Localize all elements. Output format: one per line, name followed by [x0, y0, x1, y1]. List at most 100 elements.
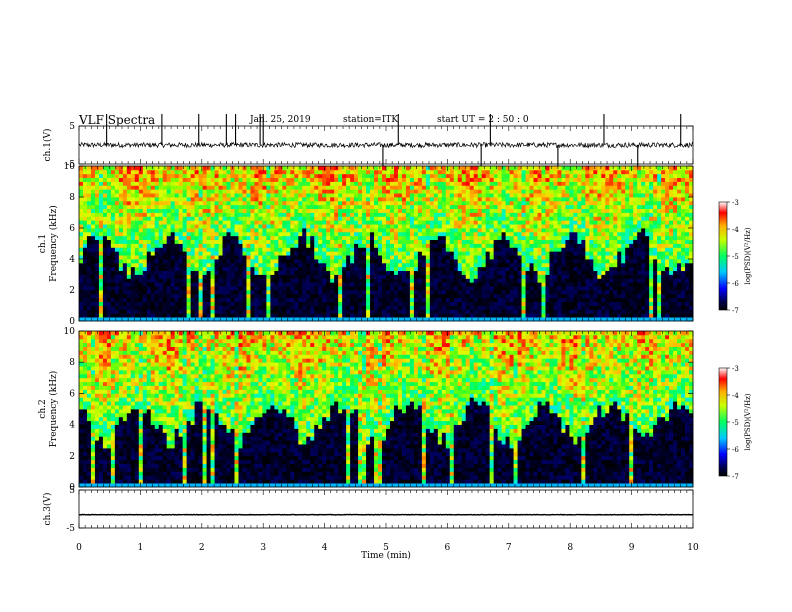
- spectrogram-cell: [541, 293, 546, 299]
- spectrogram-cell: [194, 274, 200, 279]
- spectrogram-cell: [318, 228, 323, 233]
- spectrogram-cell: [445, 228, 451, 233]
- spectrogram-cell: [182, 181, 188, 186]
- spectrogram-cell: [461, 305, 467, 310]
- spectrogram-cell: [501, 193, 507, 198]
- spectrogram-cell: [298, 216, 303, 221]
- spectrogram-cell: [214, 189, 219, 194]
- spectrogram-cell: [306, 247, 311, 252]
- spectrogram-cell: [465, 293, 471, 299]
- spectrogram-cell: [509, 235, 514, 241]
- spectrogram-cell: [521, 228, 526, 233]
- spectrogram-cell: [461, 208, 467, 213]
- spectrogram-cell: [318, 204, 323, 210]
- spectrogram-cell: [525, 228, 530, 233]
- spectrogram-cell: [545, 208, 550, 213]
- spectrogram-cell: [441, 189, 447, 194]
- spectrogram-cell: [270, 270, 275, 275]
- spectrogram-cell: [405, 169, 411, 175]
- spectrogram-cell: [425, 169, 431, 175]
- spectrogram-cell: [425, 189, 431, 194]
- spectrogram-cell: [134, 270, 140, 275]
- spectrogram-cell: [330, 228, 335, 233]
- spectrogram-cell: [166, 243, 172, 248]
- spectrogram-cell: [298, 197, 303, 202]
- spectrogram-cell: [202, 220, 207, 225]
- spectrogram-cell: [397, 317, 403, 322]
- spectrogram-cell: [190, 262, 196, 268]
- spectrogram-cell: [477, 228, 483, 233]
- spectrogram-cell: [306, 224, 311, 229]
- spectrogram-cell: [222, 262, 227, 268]
- spectrogram-cell: [326, 278, 331, 283]
- spectrogram-cell: [234, 297, 239, 303]
- spectrogram-cell: [118, 286, 124, 291]
- spectrogram-cell: [134, 231, 140, 237]
- spectrogram-cell: [405, 166, 411, 171]
- spectrogram-cell: [266, 185, 271, 190]
- spectrogram-cell: [477, 297, 483, 303]
- spectrogram-cell: [310, 293, 315, 299]
- spectrogram-cell: [386, 243, 391, 248]
- spectrogram-cell: [346, 169, 351, 175]
- spectrogram-cell: [166, 301, 172, 306]
- spectrogram-cell: [110, 313, 116, 318]
- spectrogram-cell: [405, 286, 411, 291]
- spectrogram-cell: [429, 313, 435, 318]
- spectrogram-cell: [405, 278, 411, 283]
- spectrogram-cell: [194, 181, 200, 186]
- spectrogram-cell: [258, 204, 263, 210]
- spectrogram-cell: [142, 216, 148, 221]
- spectrogram-cell: [202, 301, 207, 306]
- spectrogram-cell: [270, 255, 275, 260]
- spectrogram-cell: [453, 197, 459, 202]
- spectrogram-cell: [457, 197, 463, 202]
- spectrogram-cell: [146, 266, 152, 272]
- spectrogram-cell: [102, 266, 108, 272]
- spectrogram-cell: [202, 309, 207, 314]
- spectrogram-cell: [334, 301, 339, 306]
- waveform-line: [78, 141, 694, 149]
- spectrogram-cell: [90, 197, 96, 202]
- spectrogram-cell: [266, 193, 271, 198]
- spectrogram-cell: [358, 290, 363, 295]
- spectrogram-cell: [242, 297, 247, 303]
- spectrogram-cell: [90, 290, 96, 295]
- spectrogram-cell: [389, 208, 395, 213]
- spectrogram-cell: [302, 290, 307, 295]
- spectrogram-cell: [533, 305, 538, 310]
- spectrogram-cell: [174, 231, 180, 237]
- spectrogram-cell: [158, 278, 164, 283]
- spectrogram-cell: [294, 278, 299, 283]
- spectrogram-cell: [485, 247, 491, 252]
- spectrogram-cell: [258, 247, 263, 252]
- spectrogram-cell: [318, 193, 323, 198]
- spectrogram-cell: [254, 243, 259, 248]
- spectrogram-cell: [533, 228, 538, 233]
- spectrogram-cell: [166, 177, 172, 182]
- spectrogram-cell: [541, 231, 546, 237]
- spectrogram-cell: [282, 243, 287, 248]
- spectrogram-cell: [485, 212, 491, 217]
- spectrogram-cell: [461, 309, 467, 314]
- spectrogram-cell: [146, 181, 152, 186]
- spectrogram-cell: [525, 297, 530, 303]
- spectrogram-cell: [186, 204, 192, 210]
- spectrogram-cell: [94, 293, 100, 299]
- spectrogram-cell: [378, 297, 383, 303]
- spectrogram-cell: [110, 262, 116, 268]
- spectrogram-cell: [142, 262, 148, 268]
- spectrogram-cell: [226, 274, 231, 279]
- spectrogram-cell: [397, 166, 403, 171]
- spectrogram-cell: [421, 317, 427, 322]
- spectrogram-cell: [481, 282, 487, 287]
- spectrogram-cell: [230, 278, 235, 283]
- spectrogram-cell: [413, 212, 419, 217]
- spectrogram-cell: [537, 224, 542, 229]
- spectrogram-cell: [457, 239, 463, 244]
- spectrogram-cell: [290, 313, 295, 318]
- spectrogram-cell: [122, 185, 128, 190]
- spectrogram-cell: [246, 177, 251, 182]
- spectrogram-cell: [525, 197, 530, 202]
- spectrogram-cell: [202, 243, 207, 248]
